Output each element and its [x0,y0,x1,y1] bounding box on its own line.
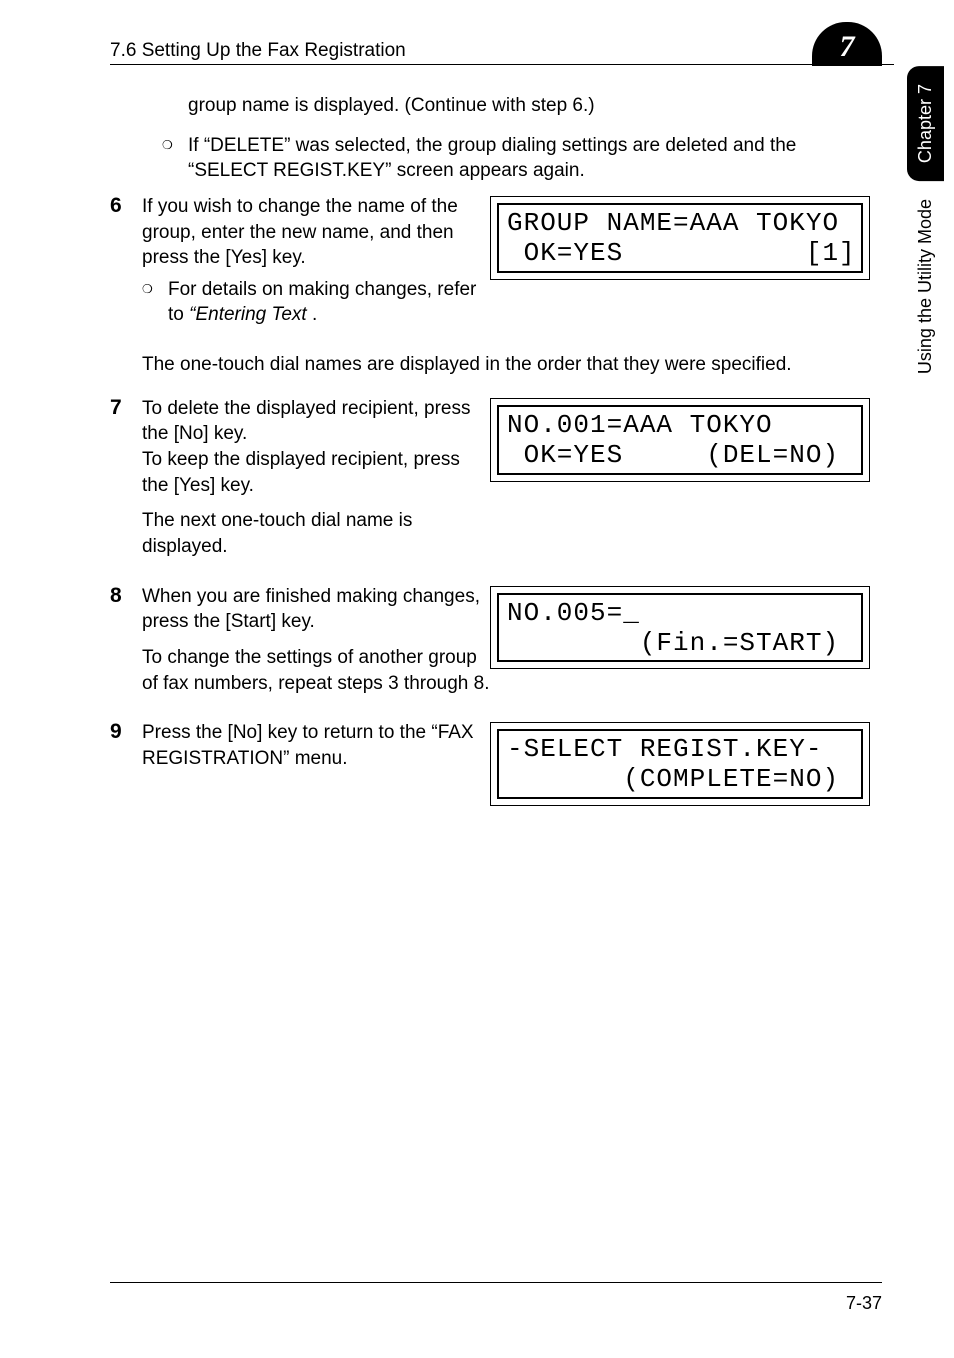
step-8-after: To change the settings of another group … [142,645,490,696]
step-8-text: When you are finished making changes, pr… [142,584,490,635]
step-7-after: The next one-touch dial name is displaye… [142,508,490,559]
step-6-text: If you wish to change the name of the gr… [142,194,490,271]
step-9-text: Press the [No] key to return to the “FAX… [142,720,490,771]
lcd8-l1: NO.005=_ [507,598,640,628]
lcd-8-inner: NO.005=_ (Fin.=START) [497,593,863,663]
step-6-number: 6 [110,194,142,218]
step-6-left: 6 If you wish to change the name of the … [110,194,490,328]
side-tabs: Chapter 7 Using the Utility Mode [907,66,944,392]
lcd7-l1: NO.001=AAA TOKYO [507,410,773,440]
header-line: 7.6 Setting Up the Fax Registration [110,40,894,65]
step-9: 9 Press the [No] key to return to the “F… [110,720,864,806]
step-7-number: 7 [110,396,142,420]
step-9-right: -SELECT REGIST.KEY- (COMPLETE=NO) [490,720,870,806]
lcd-6-inner: GROUP NAME=AAA TOKYO OK=YES [1] [497,203,863,273]
delete-bullet-row: If “DELETE” was selected, the group dial… [162,133,864,184]
lcd-display-6: GROUP NAME=AAA TOKYO OK=YES [1] [490,196,870,280]
lcd8-l2: (Fin.=START) [507,628,839,658]
lcd-9-inner: -SELECT REGIST.KEY- (COMPLETE=NO) [497,729,863,799]
lcd-display-8: NO.005=_ (Fin.=START) [490,586,870,670]
step-8-number: 8 [110,584,142,608]
footer: 7-37 [110,1282,882,1314]
lcd-display-7: NO.001=AAA TOKYO OK=YES (DEL=NO) [490,398,870,482]
page: 7.6 Setting Up the Fax Registration 7 Ch… [0,0,954,1358]
step-7: 7 To delete the displayed recipient, pre… [110,396,864,560]
lcd9-l1: -SELECT REGIST.KEY- [507,734,822,764]
step-9-number: 9 [110,720,142,744]
chapter-flag: 7 [812,22,882,66]
step-6-sub-text: For details on making changes, refer to … [168,277,490,328]
lcd7-l2: OK=YES (DEL=NO) [507,440,839,470]
page-number: 7-37 [846,1293,882,1313]
lcd9-l2: (COMPLETE=NO) [507,764,839,794]
step-6-sub-italic: “Entering Text [189,304,307,325]
step-6-subbullet: For details on making changes, refer to … [142,277,490,328]
lcd6-l1: GROUP NAME=AAA TOKYO [507,208,839,238]
step-8-left: 8 When you are finished making changes, … [110,584,490,697]
step-6-full-note: The one-touch dial names are displayed i… [142,352,864,378]
step-8: 8 When you are finished making changes, … [110,584,864,697]
bullet-icon [142,277,168,328]
delete-bullet-text: If “DELETE” was selected, the group dial… [188,133,864,184]
chapter-number: 7 [840,30,855,66]
step-6-sub-suffix: . [307,304,318,325]
lcd-display-9: -SELECT REGIST.KEY- (COMPLETE=NO) [490,722,870,806]
step-6-right: GROUP NAME=AAA TOKYO OK=YES [1] [490,194,870,328]
side-tab-chapter: Chapter 7 [907,66,944,181]
step-7-right: NO.001=AAA TOKYO OK=YES (DEL=NO) [490,396,870,560]
step-6: 6 If you wish to change the name of the … [110,194,864,328]
content: group name is displayed. (Continue with … [110,93,894,806]
bullet-icon [162,133,188,184]
intro-continuation: group name is displayed. (Continue with … [188,93,864,119]
lcd-7-inner: NO.001=AAA TOKYO OK=YES (DEL=NO) [497,405,863,475]
step-9-left: 9 Press the [No] key to return to the “F… [110,720,490,806]
step-8-right: NO.005=_ (Fin.=START) [490,584,870,697]
step-7-left: 7 To delete the displayed recipient, pre… [110,396,490,560]
step-7-text: To delete the displayed recipient, press… [142,396,490,499]
side-tab-mode: Using the Utility Mode [907,181,944,392]
section-title: 7.6 Setting Up the Fax Registration [110,40,406,62]
lcd6-l2: OK=YES [1] [507,238,856,268]
